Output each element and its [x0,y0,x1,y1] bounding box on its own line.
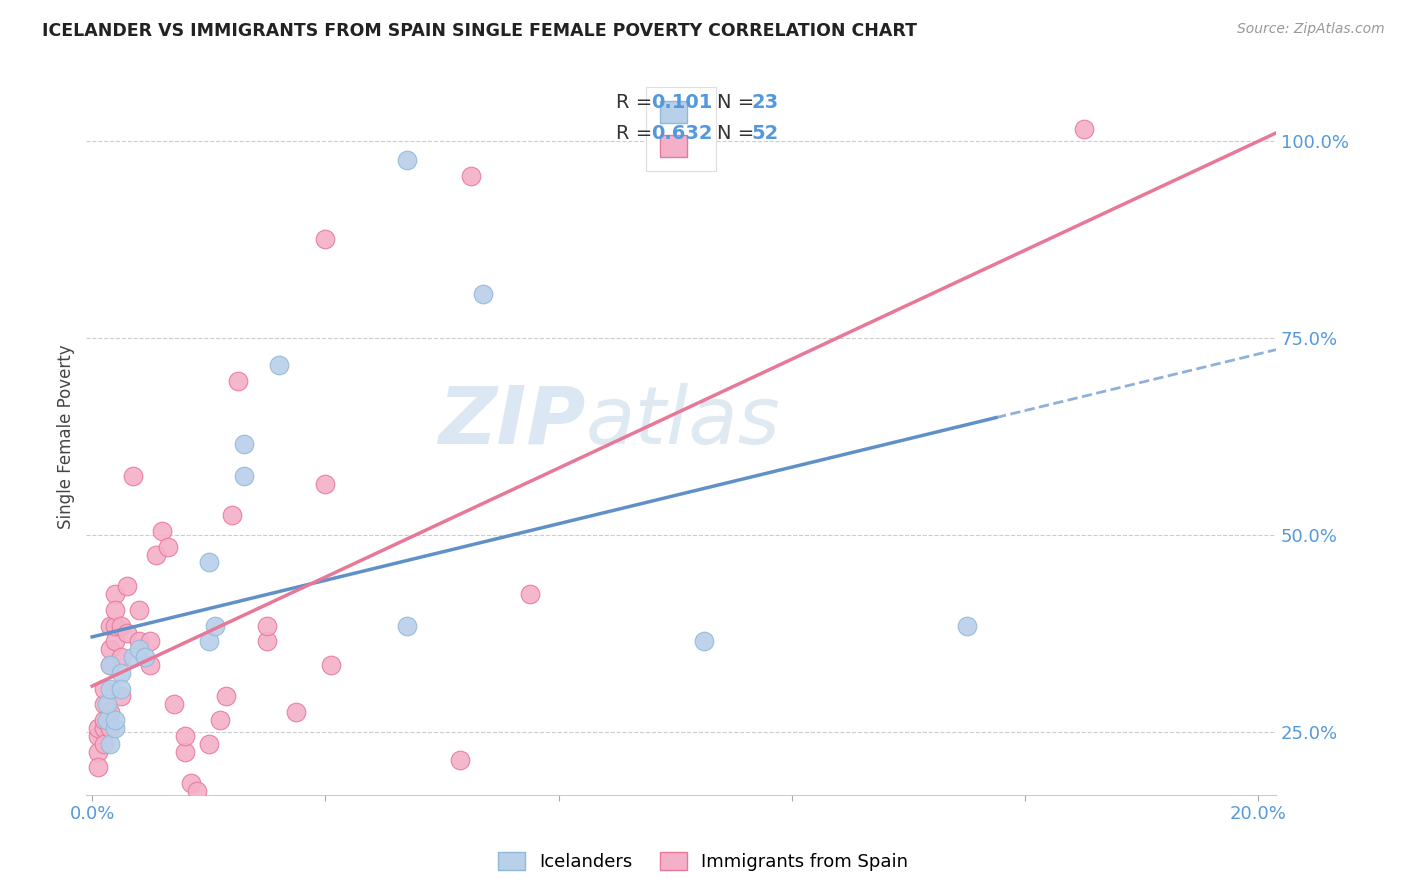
Point [98,681,121,696]
Point [197,556,219,570]
Text: R =: R = [616,94,658,112]
Point [115,626,138,640]
Point [110,618,132,632]
Point [471,287,494,301]
Point [221,508,243,522]
Y-axis label: Single Female Poverty: Single Female Poverty [58,344,75,529]
Point [180,776,202,790]
Point [460,169,482,183]
Point [232,437,254,451]
Text: Source: ZipAtlas.com: Source: ZipAtlas.com [1237,22,1385,37]
Point [197,634,219,648]
Point [519,587,541,601]
Point [104,721,127,735]
Point [489,800,512,814]
Point [314,232,336,246]
Point [256,618,278,632]
Point [96,698,118,712]
Point [98,618,121,632]
Point [449,753,471,767]
Point [256,634,278,648]
Point [197,737,219,751]
Point [956,618,979,632]
Point [110,681,132,696]
Point [104,587,127,601]
Text: N =: N = [717,124,761,143]
Legend: Icelanders, Immigrants from Spain: Icelanders, Immigrants from Spain [491,845,915,879]
Point [186,784,208,798]
Point [122,650,145,665]
Text: atlas: atlas [586,383,780,461]
Point [93,713,115,727]
Point [87,729,110,743]
Point [174,729,197,743]
Point [98,657,121,672]
Text: 0.632: 0.632 [651,124,713,143]
Point [150,524,173,538]
Text: ZIP: ZIP [439,383,586,461]
Point [134,650,156,665]
Point [98,657,121,672]
Point [110,650,132,665]
Point [226,374,249,388]
Text: 0.101: 0.101 [651,94,713,112]
Point [104,618,127,632]
Point [87,760,110,774]
Point [93,721,115,735]
Point [98,737,121,751]
Point [314,476,336,491]
Point [110,690,132,704]
Point [96,713,118,727]
Point [128,603,150,617]
Point [122,468,145,483]
Point [232,468,254,483]
Text: 52: 52 [751,124,779,143]
Point [204,618,226,632]
Point [321,657,343,672]
Point [104,634,127,648]
Point [267,359,290,373]
Point [128,634,150,648]
Point [93,681,115,696]
Point [145,548,167,562]
Point [209,713,232,727]
Point [104,603,127,617]
Text: ICELANDER VS IMMIGRANTS FROM SPAIN SINGLE FEMALE POVERTY CORRELATION CHART: ICELANDER VS IMMIGRANTS FROM SPAIN SINGL… [42,22,917,40]
Point [93,737,115,751]
Point [128,642,150,657]
Point [98,705,121,719]
Point [139,657,162,672]
Point [87,721,110,735]
Text: R =: R = [616,124,658,143]
Point [156,540,179,554]
Point [110,665,132,680]
Text: N =: N = [717,94,761,112]
Legend: , : , [647,87,716,171]
Point [395,618,418,632]
Point [174,745,197,759]
Point [1073,121,1095,136]
Point [115,579,138,593]
Point [87,745,110,759]
Point [104,713,127,727]
Point [139,634,162,648]
Point [98,642,121,657]
Point [93,698,115,712]
Point [98,721,121,735]
Text: 23: 23 [751,94,779,112]
Point [395,153,418,168]
Point [693,634,716,648]
Point [285,705,308,719]
Point [163,698,186,712]
Point [215,690,238,704]
